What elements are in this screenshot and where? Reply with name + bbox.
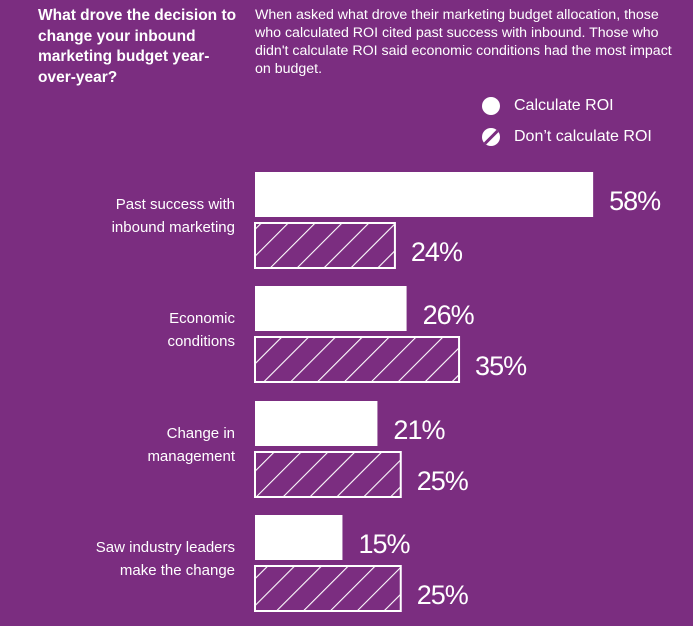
bar-dont-calculate-roi bbox=[254, 565, 402, 612]
value-label: 24% bbox=[411, 237, 463, 267]
category-label: conditions bbox=[167, 333, 235, 350]
category-label: make the change bbox=[120, 562, 235, 579]
solid-circle-icon bbox=[482, 97, 500, 115]
legend-label-dont-calculate-roi: Don’t calculate ROI bbox=[514, 128, 652, 145]
legend: Calculate ROI Don’t calculate ROI bbox=[482, 96, 652, 158]
bar-dont-calculate-roi bbox=[254, 451, 402, 498]
bar-dont-calculate-roi bbox=[254, 336, 461, 383]
bar-dont-calculate-roi bbox=[254, 222, 396, 269]
bar-calculate-roi bbox=[255, 286, 407, 331]
category-label: Past success with bbox=[116, 196, 235, 213]
value-label: 35% bbox=[475, 351, 527, 381]
category-label: Economic bbox=[169, 310, 235, 327]
slashed-circle-icon bbox=[482, 128, 500, 146]
category-label: Change in bbox=[167, 425, 235, 442]
bar-calculate-roi bbox=[255, 515, 343, 560]
chart-question: What drove the decision to change your i… bbox=[38, 7, 237, 86]
legend-item-calculate-roi: Calculate ROI bbox=[482, 96, 652, 116]
value-label: 26% bbox=[423, 300, 475, 330]
value-label: 25% bbox=[417, 466, 469, 496]
bar-calculate-roi bbox=[255, 172, 594, 217]
category-label: management bbox=[147, 448, 235, 465]
value-label: 58% bbox=[609, 186, 661, 216]
legend-label-calculate-roi: Calculate ROI bbox=[514, 97, 614, 114]
value-label: 21% bbox=[393, 415, 445, 445]
category-label: Saw industry leaders bbox=[96, 539, 235, 556]
legend-item-dont-calculate-roi: Don’t calculate ROI bbox=[482, 127, 652, 147]
value-label: 25% bbox=[417, 580, 469, 610]
chart-intro: When asked what drove their marketing bu… bbox=[255, 7, 672, 77]
category-label: inbound marketing bbox=[112, 219, 235, 236]
value-label: 15% bbox=[358, 529, 410, 559]
bar-calculate-roi bbox=[255, 401, 378, 446]
